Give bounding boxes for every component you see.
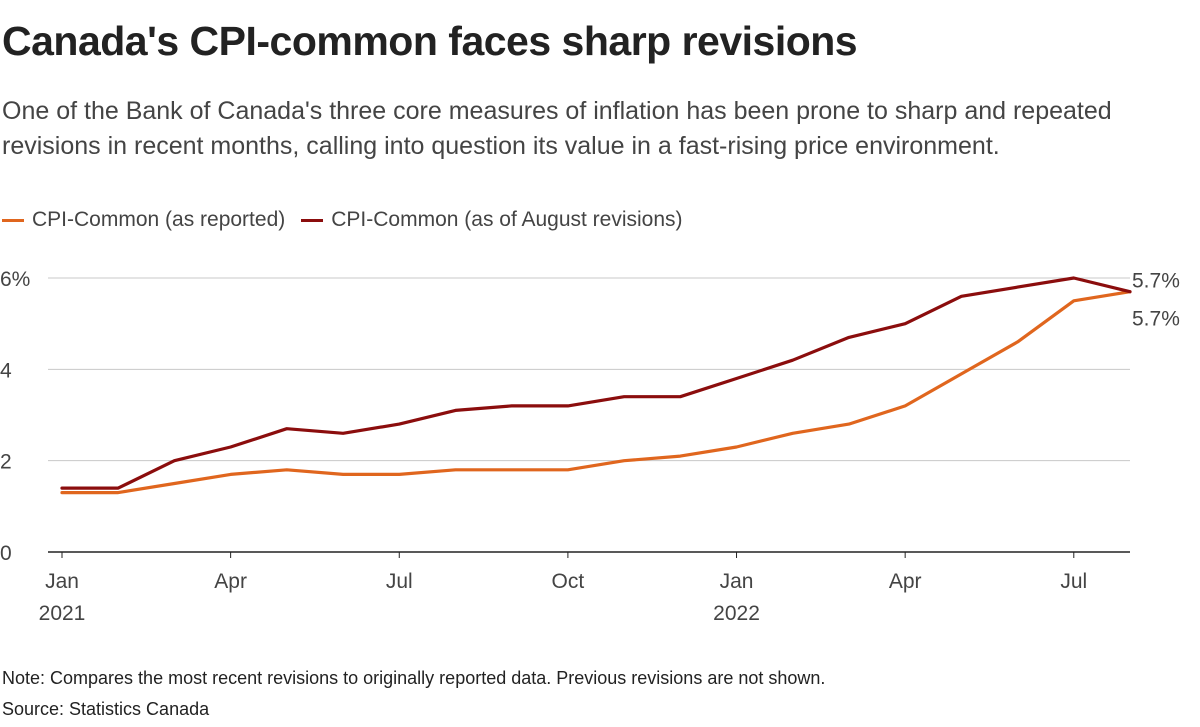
legend-swatch-as-reported — [2, 218, 24, 222]
end-value-label: 5.7% — [1132, 270, 1180, 293]
series-line-august-revisions — [60, 276, 1132, 490]
x-tick-label: Jul — [386, 570, 413, 593]
x-tick-label: Apr — [214, 570, 247, 593]
y-tick-label: 0 — [0, 542, 12, 565]
x-tick-label: Oct — [552, 570, 585, 593]
source-note: Source: Statistics Canada — [2, 699, 210, 719]
chart-title: Canada's CPI-common faces sharp revision… — [2, 18, 858, 64]
y-tick-label: 6% — [0, 268, 30, 291]
legend-label-as-reported: CPI-Common (as reported) — [32, 208, 286, 231]
chart-subtitle: One of the Bank of Canada's three core m… — [2, 97, 1112, 160]
x-tick-sublabel: 2021 — [39, 602, 86, 625]
legend-item-as-reported: CPI-Common (as reported) — [2, 208, 285, 232]
y-tick-label: 2 — [0, 451, 12, 474]
x-tick-label: Jan — [720, 570, 754, 593]
end-value-label: 5.7% — [1132, 308, 1180, 331]
x-tick-sublabel: 2022 — [713, 602, 760, 625]
legend-item-august-revisions: CPI-Common (as of August revisions) — [301, 208, 683, 232]
legend-label-august-revisions: CPI-Common (as of August revisions) — [331, 208, 683, 231]
x-tick-label: Jan — [45, 570, 79, 593]
legend: CPI-Common (as reported) CPI-Common (as … — [2, 205, 699, 235]
series-line-as-reported — [60, 290, 1132, 495]
x-tick-label: Apr — [889, 570, 922, 593]
y-tick-label: 4 — [0, 359, 12, 382]
x-tick-label: Jul — [1060, 570, 1087, 593]
legend-swatch-august-revisions — [301, 218, 324, 222]
line-chart: 0 2 4 6% Jan 2021 Apr Jul Oct Jan 2022 Apr Jul 5.7% 5.… — [0, 268, 1180, 625]
footnote: Note: Compares the most recent revisions… — [2, 668, 826, 688]
